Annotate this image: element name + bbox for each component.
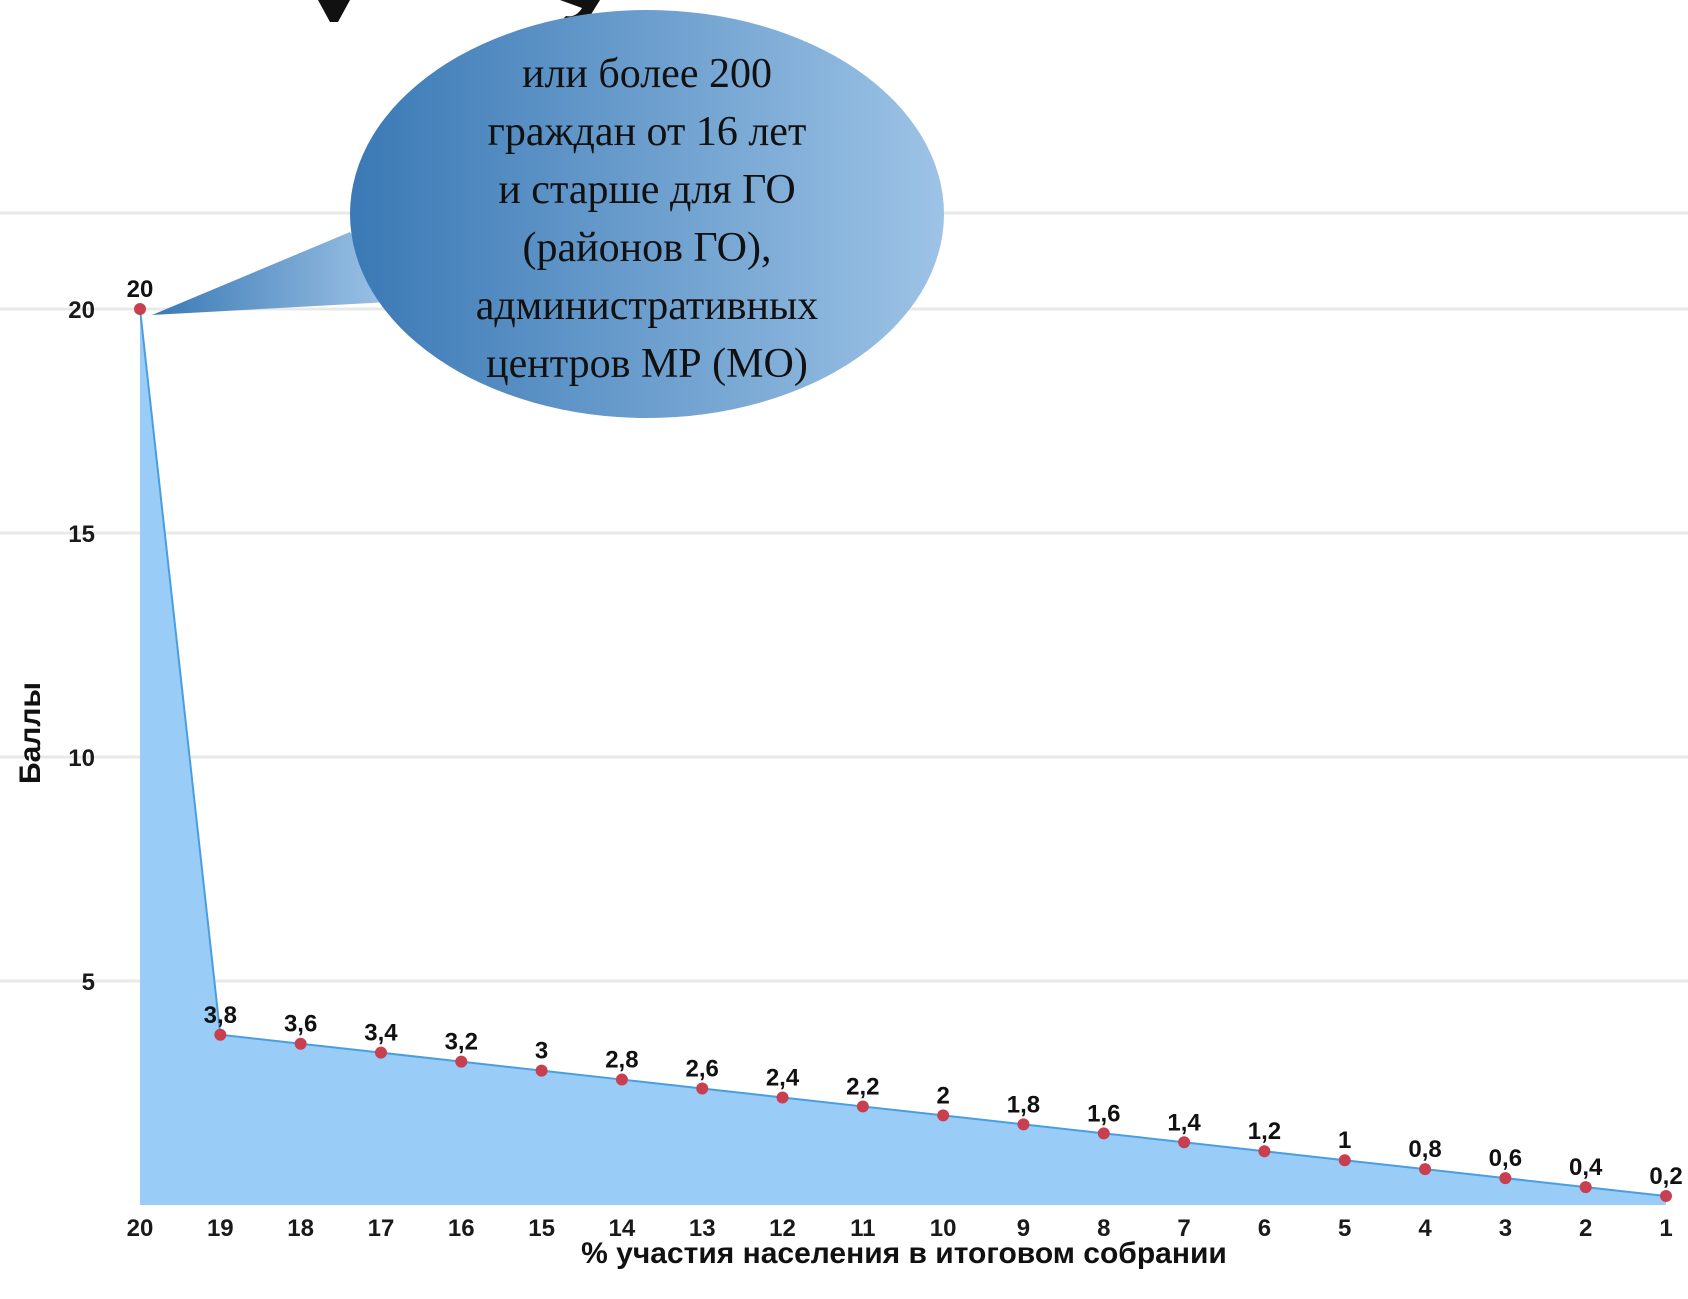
x-tick-label: 8 — [1097, 1215, 1110, 1242]
x-tick-label: 11 — [850, 1215, 875, 1242]
data-label: 1,8 — [1007, 1091, 1040, 1118]
data-point — [535, 1064, 548, 1077]
area-line — [139, 308, 1667, 1198]
data-point — [455, 1055, 468, 1068]
callout-text-line: административных — [476, 283, 818, 329]
data-label: 3 — [535, 1038, 548, 1065]
x-tick-label: 1 — [1659, 1215, 1672, 1242]
data-point — [1017, 1118, 1030, 1131]
x-tick-label: 16 — [448, 1215, 475, 1242]
data-label: 1,2 — [1248, 1118, 1281, 1145]
data-point — [1419, 1163, 1432, 1176]
area-series — [139, 308, 1667, 1205]
data-label: 2,6 — [686, 1056, 719, 1083]
y-tick-label: 10 — [68, 745, 95, 772]
data-label: 3,6 — [284, 1011, 317, 1038]
x-tick-label: 12 — [769, 1215, 796, 1242]
data-label: 1 — [1338, 1127, 1351, 1154]
data-label: 20 — [127, 276, 154, 303]
data-point — [1660, 1190, 1672, 1203]
data-point — [1097, 1127, 1110, 1140]
data-label: 2,2 — [846, 1073, 879, 1100]
y-axis-title: Баллы — [14, 682, 47, 784]
data-point — [615, 1073, 628, 1086]
data-label: 0,6 — [1489, 1145, 1522, 1172]
data-label: 2,4 — [766, 1064, 800, 1091]
data-label: 1,6 — [1087, 1100, 1120, 1127]
data-label: 0,4 — [1569, 1154, 1603, 1181]
data-point — [1258, 1145, 1271, 1158]
y-axis-ticks: 5 10 15 20 — [68, 297, 95, 996]
x-tick-label: 6 — [1258, 1215, 1271, 1242]
x-tick-label: 19 — [207, 1215, 234, 1242]
x-tick-label: 10 — [930, 1215, 957, 1242]
data-point — [294, 1037, 307, 1050]
y-tick-label: 20 — [68, 297, 95, 324]
data-point — [134, 303, 146, 315]
data-label: 2,8 — [605, 1047, 638, 1074]
data-label: 0,8 — [1408, 1136, 1441, 1163]
x-axis-ticks: 20 19 18 17 16 15 14 13 12 11 10 9 8 7 6 5 4 3 2 1 — [127, 1215, 1673, 1242]
data-label: 1,4 — [1167, 1109, 1201, 1136]
x-tick-label: 15 — [528, 1215, 555, 1242]
x-axis-title: % участия населения в итоговом собрании — [581, 1237, 1227, 1270]
x-tick-label: 20 — [127, 1215, 154, 1242]
callout-text-line: граждан от 16 лет — [488, 109, 807, 155]
x-tick-label: 3 — [1499, 1215, 1512, 1242]
x-tick-label: 18 — [287, 1215, 314, 1242]
data-label: 0,2 — [1649, 1163, 1682, 1190]
data-label: 3,4 — [364, 1020, 398, 1047]
x-tick-label: 2 — [1579, 1215, 1592, 1242]
data-label: 2 — [936, 1082, 949, 1109]
x-tick-label: 9 — [1017, 1215, 1030, 1242]
y-tick-label: 5 — [82, 969, 95, 996]
callout-text-line: (районов ГО), — [523, 225, 772, 271]
data-point — [1499, 1172, 1512, 1185]
data-label: 3,2 — [445, 1029, 478, 1056]
data-point — [214, 1028, 227, 1041]
data-labels: 20 3,8 3,6 3,4 3,2 3 2,8 2,6 2,4 2,2 2 1,8 1,6 1,4 1,2… — [127, 276, 1683, 1190]
y-tick-label: 15 — [68, 521, 95, 548]
x-tick-label: 4 — [1418, 1215, 1432, 1242]
data-label: 3,8 — [204, 1002, 237, 1029]
x-tick-label: 5 — [1338, 1215, 1351, 1242]
callout-text-line: или более 200 — [522, 51, 772, 97]
x-tick-label: 7 — [1177, 1215, 1190, 1242]
area-fill — [140, 309, 1666, 1205]
x-tick-label: 17 — [368, 1215, 395, 1242]
callout-text-line: центров МР (МО) — [486, 341, 808, 387]
x-tick-label: 14 — [609, 1215, 636, 1242]
callout-ellipse — [350, 10, 944, 418]
x-tick-label: 13 — [689, 1215, 716, 1242]
data-point — [856, 1100, 869, 1113]
data-markers — [134, 303, 1672, 1203]
data-point — [374, 1046, 387, 1059]
callout-pointer — [152, 232, 390, 315]
data-point — [776, 1091, 789, 1104]
callout-bubble: или более 200 граждан от 16 лет и старше д… — [152, 10, 944, 418]
data-point — [937, 1109, 950, 1122]
data-point — [696, 1082, 709, 1095]
data-point — [1178, 1136, 1191, 1149]
data-point — [1338, 1154, 1351, 1167]
data-point — [1579, 1181, 1592, 1194]
callout-text-line: и старше для ГО — [498, 167, 795, 213]
